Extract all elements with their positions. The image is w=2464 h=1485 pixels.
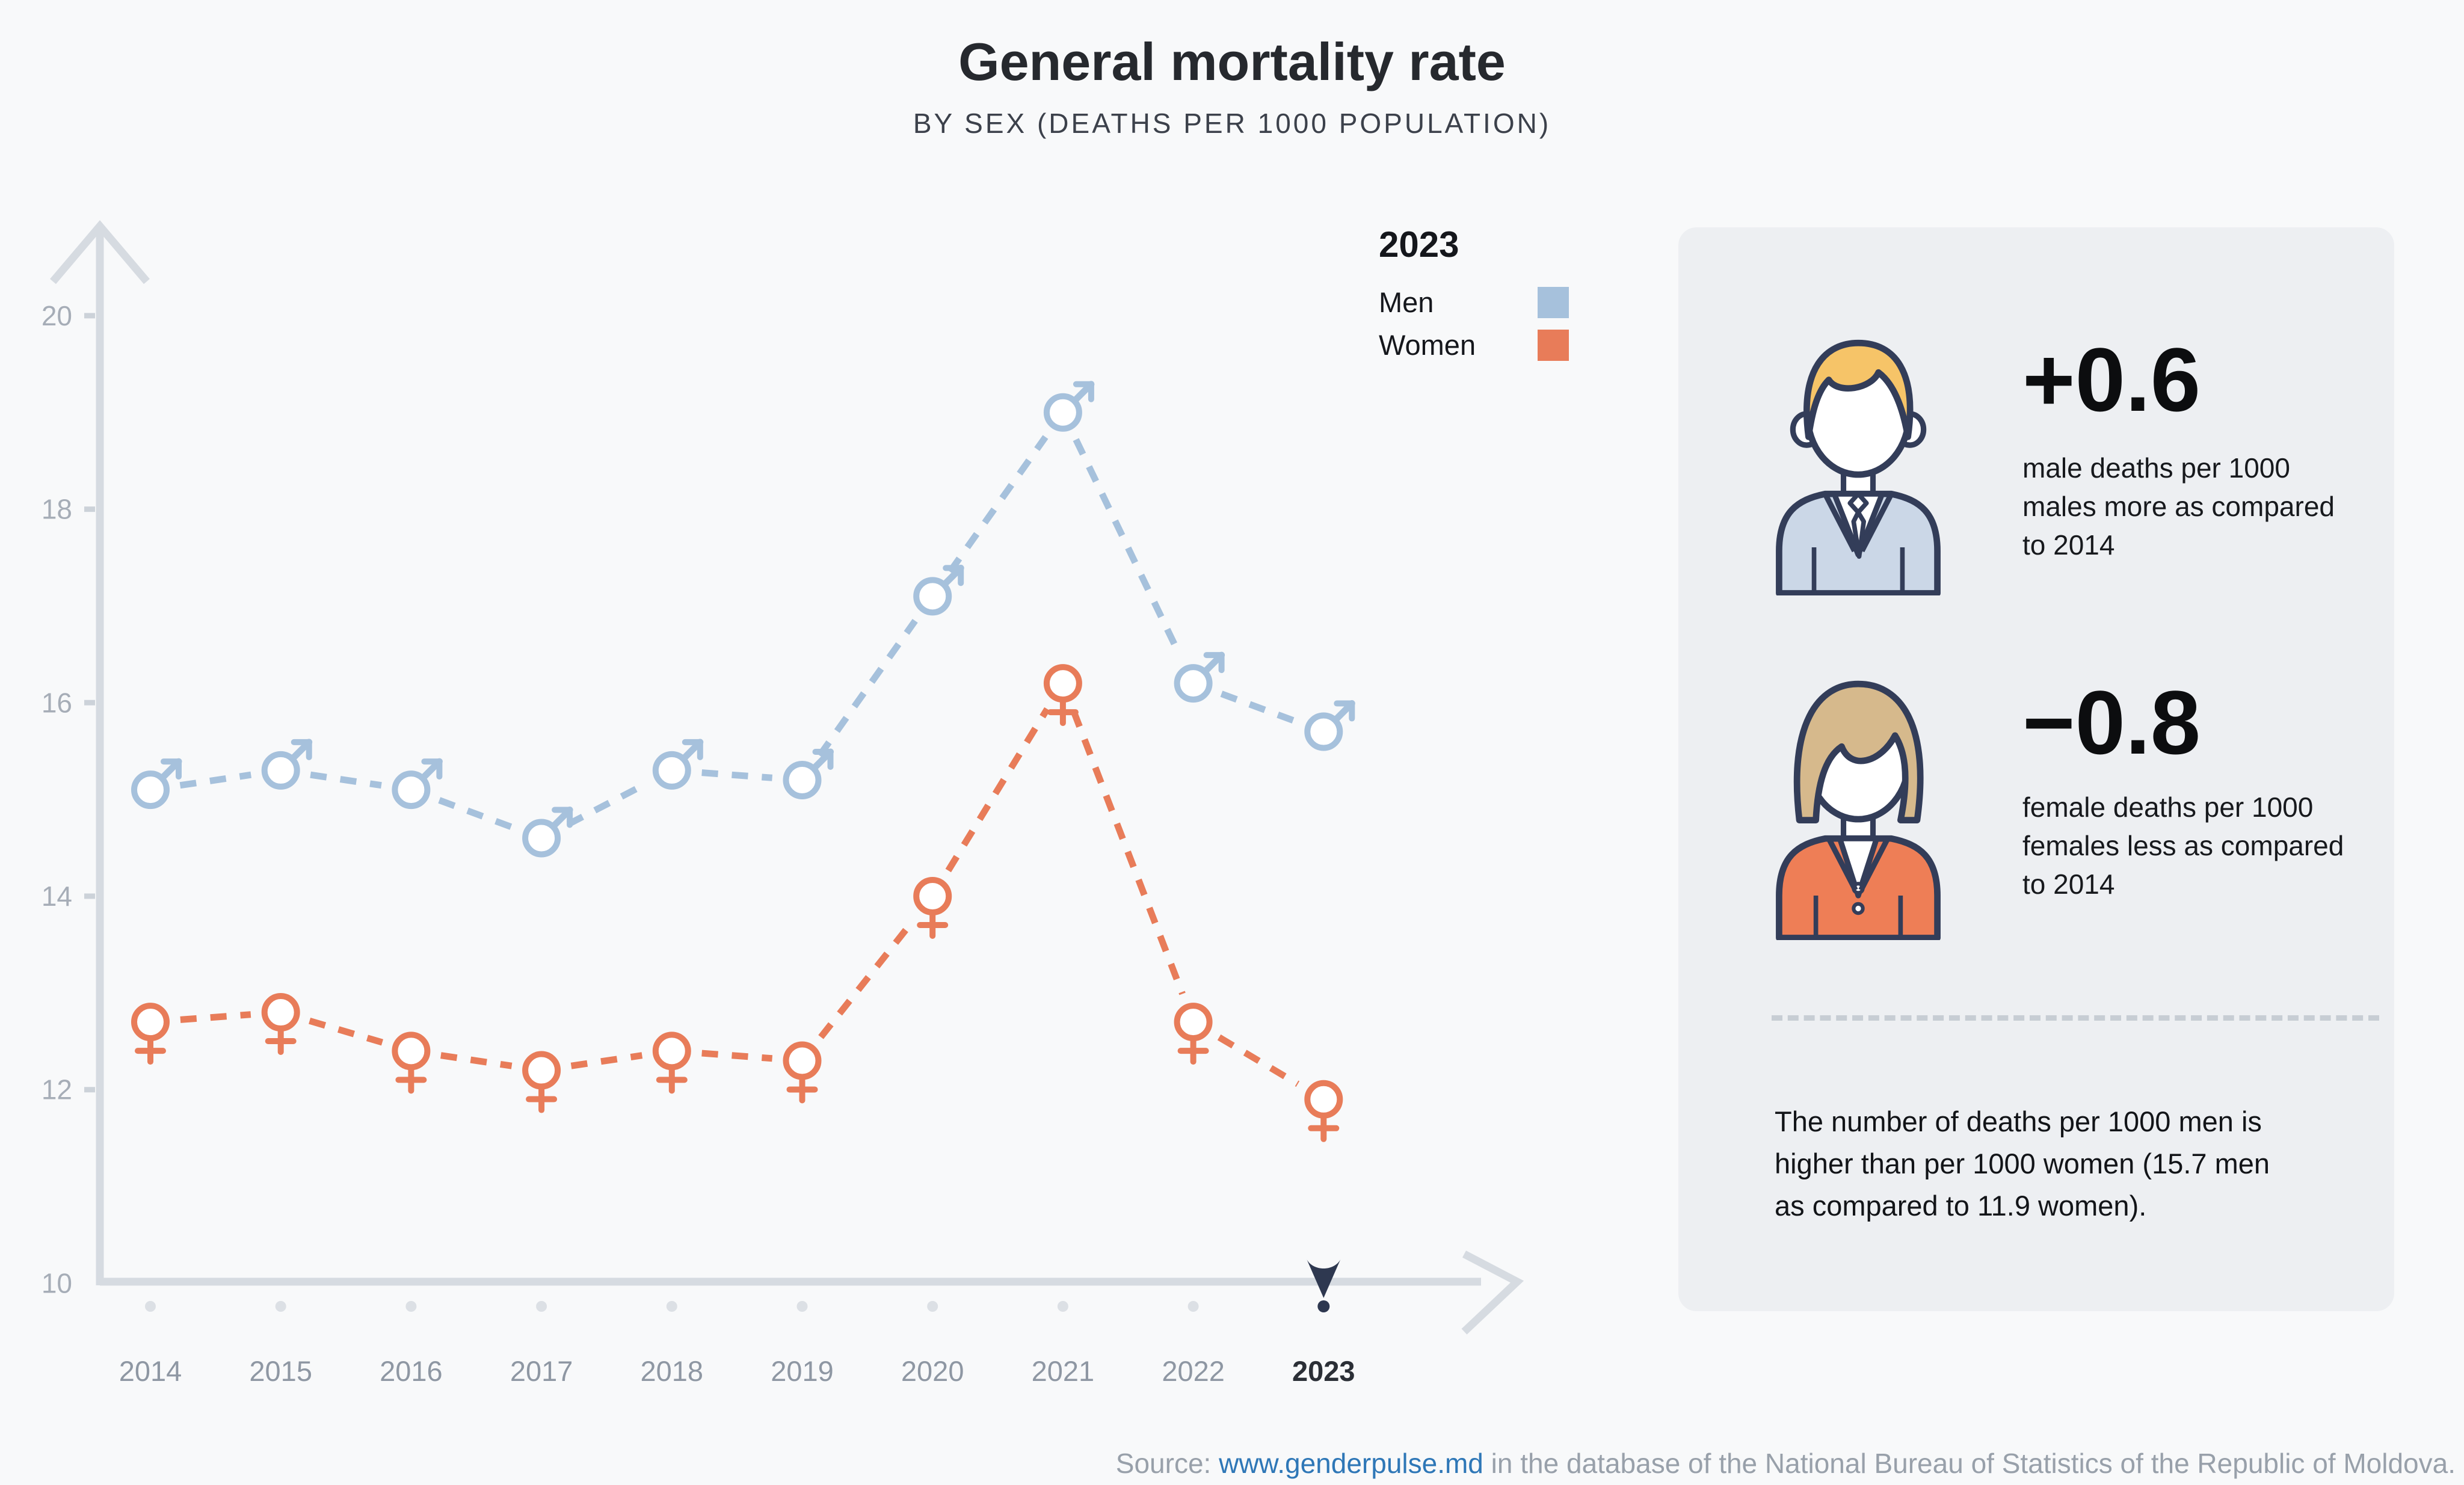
y-tick-label: 12 bbox=[42, 1074, 72, 1105]
year-dot bbox=[405, 1301, 417, 1312]
summary-panel: +0.6 male deaths per 1000 males more as … bbox=[1678, 227, 2394, 1311]
x-axis-label-2017: 2017 bbox=[510, 1355, 573, 1387]
women-series-segment bbox=[180, 1011, 251, 1023]
women-series-segment bbox=[440, 1052, 513, 1069]
female-marker-2020 bbox=[913, 877, 952, 939]
year-dot bbox=[536, 1301, 547, 1312]
year-dot bbox=[1187, 1301, 1199, 1312]
female-marker-2019 bbox=[783, 1041, 822, 1104]
male-marker-2023 bbox=[1304, 700, 1355, 751]
year-dot bbox=[927, 1301, 938, 1312]
male-avatar-icon bbox=[1776, 339, 1941, 595]
female-delta-caption: female deaths per 1000 females less as c… bbox=[2022, 792, 2344, 900]
men-series-segment bbox=[1220, 690, 1297, 725]
male-delta-caption: male deaths per 1000 males more as compa… bbox=[2022, 452, 2335, 561]
x-axis-label-2023: 2023 bbox=[1292, 1355, 1355, 1387]
women-series-segment bbox=[570, 1052, 643, 1069]
legend-label-women: Women bbox=[1379, 329, 1476, 361]
y-tick-label: 14 bbox=[42, 881, 72, 912]
current-year-pin-icon bbox=[1307, 1259, 1341, 1298]
female-marker-2023 bbox=[1304, 1080, 1343, 1142]
page-subtitle: BY SEX (DEATHS PER 1000 POPULATION) bbox=[913, 108, 1551, 139]
women-series-segment bbox=[1217, 1034, 1300, 1087]
year-dot bbox=[1317, 1300, 1330, 1312]
legend-label-men: Men bbox=[1379, 286, 1434, 318]
page-title: General mortality rate bbox=[958, 32, 1506, 91]
male-marker-2019 bbox=[783, 748, 834, 799]
header: General mortality rate BY SEX (DEATHS PE… bbox=[0, 31, 2464, 140]
y-tick-label: 20 bbox=[42, 300, 72, 331]
men-series-segment bbox=[179, 771, 252, 789]
year-dot bbox=[1057, 1301, 1068, 1312]
women-series-segment bbox=[309, 1017, 384, 1046]
female-marker-2018 bbox=[652, 1032, 691, 1094]
x-axis-label-2014: 2014 bbox=[119, 1355, 182, 1387]
men-series-segment bbox=[701, 769, 773, 781]
female-marker-2016 bbox=[392, 1032, 431, 1094]
x-axis-label-2015: 2015 bbox=[249, 1355, 312, 1387]
male-marker-2016 bbox=[392, 758, 443, 810]
male-marker-2022 bbox=[1174, 651, 1225, 703]
female-avatar-icon bbox=[1776, 680, 1941, 940]
male-marker-2021 bbox=[1043, 381, 1095, 432]
men-color-swatch bbox=[1538, 286, 1569, 318]
y-tick-label: 10 bbox=[42, 1267, 72, 1299]
women-series-segment bbox=[945, 707, 1050, 873]
x-axis-label-2016: 2016 bbox=[380, 1355, 443, 1387]
year-dot bbox=[796, 1301, 808, 1312]
source-line: Source: www.genderpulse.md in the databa… bbox=[1116, 1447, 2456, 1480]
year-dot bbox=[666, 1301, 677, 1312]
x-axis-label-2019: 2019 bbox=[771, 1355, 834, 1387]
men-series-segment bbox=[947, 435, 1049, 574]
legend-item-women: Women bbox=[1379, 328, 1569, 361]
male-marker-2015 bbox=[261, 739, 313, 790]
source-prefix: Source: bbox=[1115, 1448, 1219, 1479]
x-axis-label-2018: 2018 bbox=[641, 1355, 704, 1387]
y-axis-arrow-icon bbox=[50, 220, 150, 284]
x-axis-label-2020: 2020 bbox=[901, 1355, 964, 1387]
women-series-segment bbox=[1070, 710, 1186, 995]
comparison-note: The number of deaths per 1000 men is hig… bbox=[1775, 1105, 2270, 1222]
chart-legend: 2023 Men Women bbox=[1379, 224, 1577, 371]
women-series-segment bbox=[818, 917, 917, 1039]
men-series-segment bbox=[566, 781, 647, 828]
women-color-swatch bbox=[1538, 329, 1569, 361]
male-marker-2014 bbox=[131, 758, 182, 810]
female-marker-2021 bbox=[1043, 664, 1082, 727]
legend-selected-year: 2023 bbox=[1379, 224, 1459, 265]
year-dot bbox=[145, 1301, 156, 1312]
women-series-segment bbox=[701, 1050, 773, 1062]
y-tick-label: 16 bbox=[42, 687, 72, 718]
source-suffix: in the database of the National Bureau o… bbox=[1483, 1448, 2456, 1479]
men-series-segment bbox=[310, 771, 382, 789]
male-marker-2017 bbox=[522, 806, 573, 858]
female-marker-2015 bbox=[261, 993, 300, 1056]
men-series-segment bbox=[1073, 438, 1183, 658]
male-marker-2020 bbox=[913, 564, 964, 616]
x-axis-arrow-icon bbox=[1461, 1250, 1524, 1335]
male-delta-value: +0.6 bbox=[2022, 329, 2201, 430]
y-tick-label: 18 bbox=[42, 494, 72, 525]
female-delta-value: −0.8 bbox=[2022, 672, 2201, 773]
x-axis-label-2022: 2022 bbox=[1162, 1355, 1225, 1387]
source-link[interactable]: www.genderpulse.md bbox=[1219, 1448, 1483, 1479]
men-series-segment bbox=[438, 797, 515, 831]
female-marker-2014 bbox=[131, 1003, 170, 1065]
female-marker-2017 bbox=[522, 1051, 561, 1113]
dashed-divider bbox=[1772, 1015, 2379, 1021]
female-marker-2022 bbox=[1174, 1003, 1213, 1065]
year-dot bbox=[275, 1301, 286, 1312]
men-series-segment bbox=[816, 618, 918, 758]
male-marker-2018 bbox=[652, 739, 704, 790]
x-axis-label-2021: 2021 bbox=[1032, 1355, 1095, 1387]
legend-item-men: Men bbox=[1379, 286, 1569, 319]
